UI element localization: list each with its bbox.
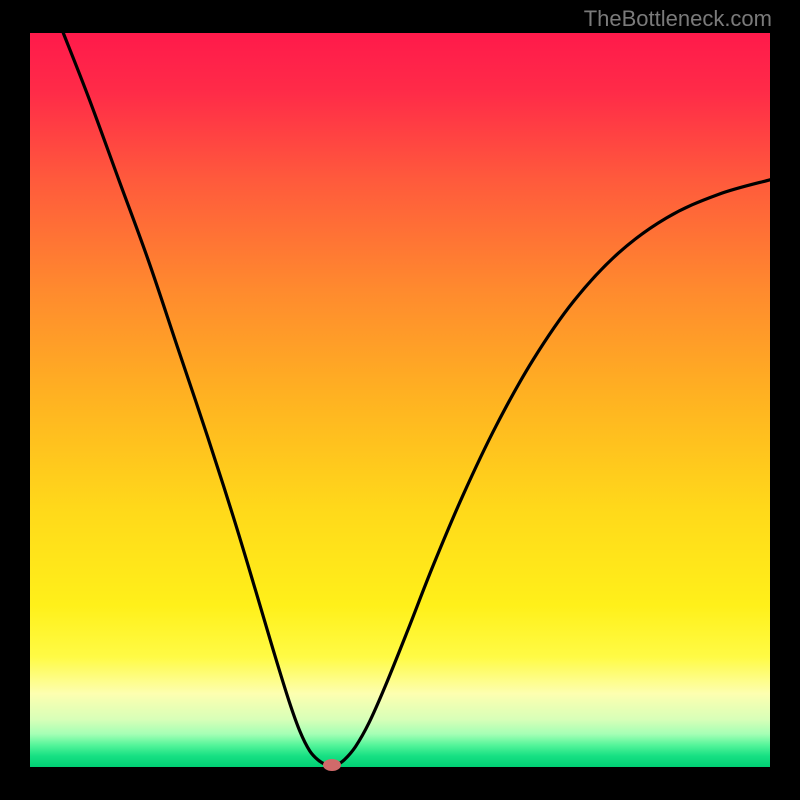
watermark-text: TheBottleneck.com xyxy=(584,6,772,32)
bottleneck-curve xyxy=(0,0,800,800)
curve-left-branch xyxy=(63,33,326,765)
curve-right-branch xyxy=(337,180,770,765)
curve-minimum-marker xyxy=(323,759,341,771)
